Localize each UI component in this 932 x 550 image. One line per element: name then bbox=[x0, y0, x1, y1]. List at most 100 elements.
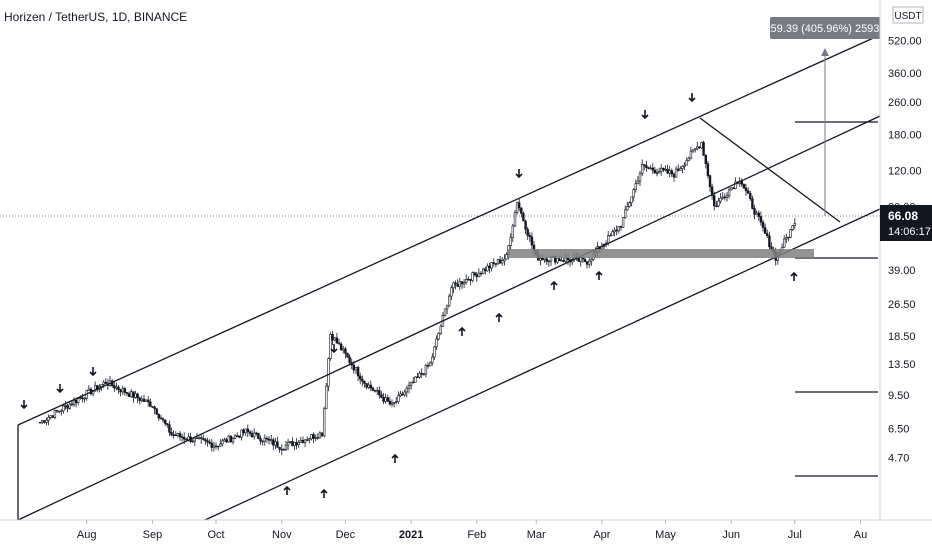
candle-down bbox=[742, 183, 746, 189]
candle-up bbox=[318, 432, 322, 439]
candle-down bbox=[305, 439, 309, 441]
candle-down bbox=[267, 438, 271, 441]
candle-down bbox=[363, 380, 366, 384]
candle-down bbox=[530, 236, 534, 246]
candle-down bbox=[484, 268, 487, 272]
candle-down bbox=[380, 394, 383, 398]
channel-middle-line bbox=[17, 115, 881, 521]
candle-up bbox=[144, 399, 148, 402]
candle-down bbox=[460, 281, 464, 285]
candle-down bbox=[653, 169, 657, 174]
candle-down bbox=[295, 442, 298, 446]
candle-up bbox=[719, 197, 722, 202]
candle-down bbox=[763, 227, 767, 234]
candle-down bbox=[55, 410, 59, 412]
candle-up bbox=[445, 305, 449, 310]
candle-up bbox=[700, 142, 703, 149]
price-tick-label: 39.00 bbox=[888, 265, 916, 277]
candle-down bbox=[123, 388, 127, 393]
candle-up bbox=[609, 235, 612, 237]
time-tick-labels: Aug Sep Oct Nov Dec 2021 Feb Mar Apr May Jun Jul Au bbox=[77, 520, 867, 541]
candle-up bbox=[219, 443, 222, 447]
candle-down bbox=[242, 429, 245, 434]
time-axis[interactable] bbox=[0, 520, 932, 550]
candle-down bbox=[312, 434, 315, 439]
time-tick-label: Jun bbox=[722, 529, 740, 541]
candle-up bbox=[384, 397, 387, 402]
candle-up bbox=[329, 333, 332, 359]
candle-up bbox=[269, 439, 273, 441]
candle-down bbox=[768, 235, 771, 248]
price-tick-label: 120.00 bbox=[888, 165, 922, 177]
candle-up bbox=[303, 439, 307, 443]
candle-up bbox=[679, 168, 682, 171]
candle-up bbox=[630, 196, 633, 203]
down-arrow-icon bbox=[89, 367, 97, 377]
price-range-measure bbox=[821, 48, 829, 216]
candle-down bbox=[344, 348, 347, 354]
candle-up bbox=[509, 237, 512, 246]
candle-down bbox=[765, 233, 769, 237]
candle-up bbox=[392, 402, 396, 404]
candle-up bbox=[327, 358, 330, 387]
support-zone bbox=[508, 249, 814, 258]
candle-down bbox=[147, 399, 150, 403]
candle-up bbox=[556, 258, 559, 263]
time-tick-label: Apr bbox=[593, 529, 610, 541]
candle-up bbox=[79, 397, 82, 399]
time-tick-label: Dec bbox=[336, 529, 356, 541]
candle-up bbox=[134, 393, 137, 398]
up-arrow-icon bbox=[391, 453, 399, 463]
candle-down bbox=[81, 397, 84, 399]
candle-up bbox=[193, 437, 196, 442]
candle-down bbox=[522, 213, 525, 222]
candle-up bbox=[397, 395, 400, 402]
candle-down bbox=[456, 283, 459, 287]
candle-down bbox=[225, 439, 228, 443]
candle-up bbox=[68, 403, 72, 409]
candle-up bbox=[399, 393, 402, 396]
candle-up bbox=[632, 189, 635, 198]
price-axis[interactable] bbox=[880, 0, 932, 520]
candle-up bbox=[115, 386, 118, 389]
candle-down bbox=[151, 406, 154, 408]
candle-down bbox=[751, 198, 754, 209]
candle-down bbox=[278, 447, 281, 450]
candle-down bbox=[369, 384, 372, 389]
candle-down bbox=[645, 165, 648, 168]
candle-up bbox=[62, 405, 65, 412]
down-arrow-icon bbox=[56, 384, 64, 394]
candle-down bbox=[545, 258, 549, 262]
candle-down bbox=[127, 393, 131, 397]
candle-down bbox=[142, 398, 146, 402]
candle-down bbox=[378, 389, 381, 396]
candle-down bbox=[757, 212, 761, 217]
candle-up bbox=[53, 410, 57, 418]
candle-down bbox=[217, 445, 220, 448]
candle-up bbox=[693, 148, 697, 151]
candle-up bbox=[664, 168, 667, 171]
candle-up bbox=[38, 421, 42, 424]
candle-up bbox=[261, 440, 264, 443]
currency-label: USDT bbox=[894, 11, 921, 22]
pivot-arrows bbox=[20, 93, 798, 498]
candle-up bbox=[263, 437, 266, 442]
candle-up bbox=[310, 434, 313, 439]
candle-up bbox=[587, 260, 591, 265]
candle-down bbox=[662, 167, 665, 171]
candle-down bbox=[753, 208, 756, 215]
candle-down bbox=[708, 175, 712, 188]
candle-down bbox=[386, 397, 389, 402]
candle-down bbox=[706, 163, 710, 176]
candle-down bbox=[157, 414, 160, 419]
candle-up bbox=[390, 402, 394, 405]
candle-up bbox=[683, 164, 686, 167]
candle-up bbox=[638, 173, 642, 182]
candle-down bbox=[643, 164, 646, 166]
candle-down bbox=[517, 202, 521, 209]
last-price-tag bbox=[880, 205, 932, 241]
candle-down bbox=[615, 229, 618, 232]
descending-trendline bbox=[699, 117, 841, 223]
candle-up bbox=[418, 372, 421, 378]
